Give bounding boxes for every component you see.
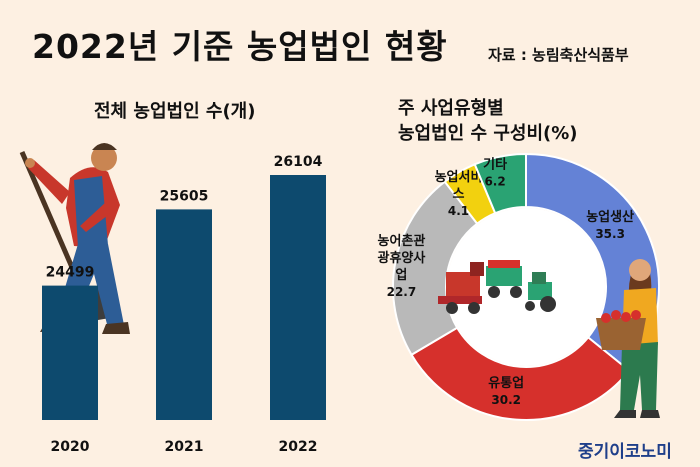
pie-slice-4 (473, 152, 527, 215)
pie-label-line: 기타 (483, 157, 507, 173)
bar-2020 (42, 285, 98, 420)
pie-label-line: 스 (453, 187, 465, 202)
bar-value-label-2022: 26104 (274, 154, 323, 170)
bar-category-label-2022: 2022 (279, 439, 318, 455)
pie-label-line: 농어촌관 (377, 233, 425, 249)
pie-value-label-2: 22.7 (387, 285, 417, 299)
pie-label-line: 유통업 (488, 376, 524, 391)
pie-label-4: 기타 6.2 (483, 157, 507, 189)
pie-label-line: 농업생산 (586, 209, 634, 225)
bar-category-label-2021: 2021 (165, 439, 204, 455)
pie-label-line: 농업서비 (435, 170, 483, 185)
source-note: 자료 : 농림축산식품부 (488, 46, 629, 64)
pie-value-label-3: 4.1 (448, 204, 469, 218)
pie-title-line-1: 주 사업유형별 (398, 98, 504, 119)
pie-center-hole (447, 208, 605, 366)
bar-chart-title: 전체 농업법인 수(개) (94, 101, 256, 122)
pie-title-line-2: 농업법인 수 구성비(%) (398, 123, 578, 144)
bar-value-label-2020: 24499 (46, 265, 95, 281)
pie-value-label-1: 30.2 (491, 393, 521, 407)
watermark: 중기이코노미 (578, 442, 672, 462)
pie-label-0: 농업생산 35.3 (586, 209, 634, 241)
bar-value-label-2021: 25605 (160, 188, 209, 204)
page-title: 2022년 기준 농업법인 현황 (32, 27, 448, 66)
bar-2021 (156, 209, 212, 420)
bar-2022 (270, 175, 326, 420)
pie-value-label-4: 6.2 (484, 175, 505, 189)
bar-category-label-2020: 2020 (51, 439, 90, 455)
pie-chart-title: 주 사업유형별 농업법인 수 구성비(%) (398, 96, 578, 146)
pie-label-line: 업 (395, 268, 407, 283)
pie-value-label-0: 35.3 (595, 227, 625, 241)
pie-label-line: 광휴양사 (377, 250, 425, 266)
pie-label-1: 유통업 30.2 (488, 376, 524, 407)
pie-slice-1 (410, 326, 631, 421)
